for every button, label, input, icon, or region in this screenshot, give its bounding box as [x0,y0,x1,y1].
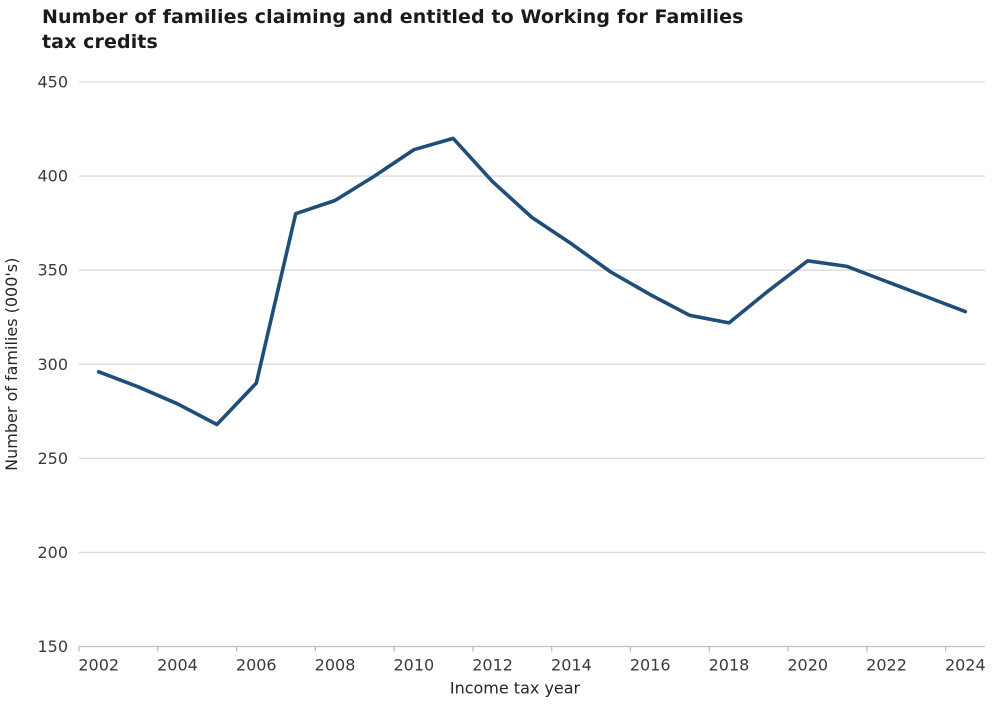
y-tick-label: 250 [37,449,68,468]
x-axis-title: Income tax year [450,679,581,698]
data-line [96,136,968,427]
x-tick-label: 2020 [787,656,828,675]
x-tick-label: 2002 [78,656,119,675]
y-tick-label: 200 [37,543,68,562]
chart-title-line-2: tax credits [42,31,158,53]
y-tick-label: 150 [37,637,68,656]
y-tick-label: 300 [37,355,68,374]
chart-title: Number of families claiming and entitled… [42,5,744,55]
x-tick-label: 2024 [945,656,986,675]
x-tick-label: 2010 [393,656,434,675]
x-tick-label: 2008 [315,656,356,675]
chart-title-line-1: Number of families claiming and entitled… [42,6,744,28]
y-tick-label: 450 [37,73,68,92]
y-tick-label: 400 [37,167,68,186]
x-tick-label: 2016 [630,656,671,675]
x-tick-label: 2018 [709,656,750,675]
x-tick-label: 2012 [472,656,513,675]
x-tick-label: 2014 [551,656,592,675]
x-tick-label: 2022 [866,656,907,675]
x-tick-label: 2004 [157,656,198,675]
x-tick-label: 2006 [236,656,277,675]
y-axis-title: Number of families (000's) [2,258,21,471]
y-tick-label: 350 [37,261,68,280]
